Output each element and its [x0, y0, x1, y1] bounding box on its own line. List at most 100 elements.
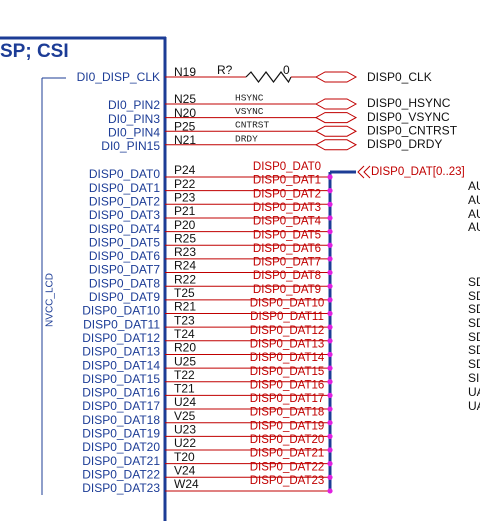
bus-junction	[327, 324, 333, 330]
pin-number: T25	[174, 286, 195, 300]
net-label: DISP0_DAT2	[253, 188, 321, 200]
pin-signal: DISP0_DAT17	[82, 399, 160, 413]
clipped-label: UA	[468, 399, 480, 413]
bus-junction	[327, 215, 333, 221]
off-page-connector	[314, 139, 358, 151]
pin-signal: DISP0_DAT3	[89, 208, 160, 222]
pin-signal: DISP0_DAT13	[82, 345, 160, 359]
pin-signal: DISP0_DAT22	[82, 467, 160, 481]
pin-signal: DISP0_DAT7	[89, 263, 160, 277]
bus-junction	[327, 447, 333, 453]
pin-signal: DI0_PIN15	[101, 139, 160, 153]
pin-number: T23	[174, 313, 195, 327]
net-label: DISP0_DAT1	[253, 175, 321, 187]
bus-junction	[327, 297, 333, 303]
net-label: DISP0_DAT12	[250, 325, 325, 337]
net-label: DISP0_DAT18	[250, 407, 325, 419]
bus-junction	[327, 174, 333, 180]
clipped-label: SI	[468, 371, 479, 385]
pin-signal: DISP0_DAT4	[89, 222, 160, 236]
clipped-label: SD	[468, 289, 480, 303]
pin-signal: DISP0_DAT21	[82, 454, 160, 468]
port-label: DISP0_DRDY	[367, 137, 442, 151]
pin-number: T21	[174, 382, 195, 396]
pin-signal: DISP0_DAT10	[82, 304, 160, 318]
pin-number: R24	[174, 259, 196, 273]
bus-junction	[327, 201, 333, 207]
clipped-label: AU	[468, 220, 480, 234]
bus-junction	[327, 229, 333, 235]
power-label: NVCC_LCD	[45, 273, 56, 327]
pin-signal: DI0_PIN3	[108, 112, 160, 126]
net-label: DISP0_DAT6	[253, 243, 321, 255]
pin-number: P25	[174, 119, 196, 133]
pin-number: W24	[174, 477, 199, 491]
pin-signal: DISP0_DAT11	[83, 317, 160, 331]
net-label: DISP0_DAT8	[253, 270, 321, 282]
clipped-label: UA	[468, 385, 480, 399]
pin-signal: DISP0_DAT15	[82, 372, 160, 386]
pin-signal: DISP0_DAT18	[82, 413, 160, 427]
symbol-title: SP; CSI	[0, 41, 69, 62]
net-label: DISP0_DAT21	[250, 448, 325, 460]
pin-number: P21	[174, 204, 196, 218]
net-label: DISP0_DAT14	[250, 352, 325, 364]
pin-number: T22	[174, 368, 195, 382]
bus-port-connector	[357, 165, 371, 179]
pin-signal: DI0_DISP_CLK	[77, 70, 160, 84]
clipped-label: SD	[468, 330, 480, 344]
pin-number: P24	[174, 163, 196, 177]
pin-signal: DISP0_DAT0	[89, 167, 160, 181]
bus-junction	[327, 242, 333, 248]
pin-number: R23	[174, 245, 196, 259]
net-label: DISP0_DAT15	[250, 366, 325, 378]
bus-junction	[327, 256, 333, 262]
bus-junction	[327, 269, 333, 276]
bus-junction	[327, 338, 333, 344]
bus-junction	[327, 310, 333, 317]
pin-signal: DISP0_DAT1	[89, 181, 160, 195]
pin-number: T24	[174, 327, 195, 341]
resistor-value: 0	[283, 63, 290, 77]
bus-junction	[327, 488, 333, 494]
pin-signal: DISP0_DAT16	[82, 386, 160, 400]
net-label: DISP0_DAT10	[250, 298, 325, 310]
pin-signal: DISP0_DAT14	[82, 358, 160, 372]
clipped-label: SD	[468, 343, 480, 357]
net-label: DRDY	[235, 133, 258, 144]
off-page-connector	[314, 71, 358, 83]
net-label: DISP0_DAT23	[250, 475, 325, 487]
pin-number: V25	[174, 409, 196, 423]
pin-number: R20	[174, 341, 196, 355]
net-label: DISP0_DAT11	[250, 311, 324, 323]
pin-number: T20	[174, 450, 195, 464]
pin-signal: DISP0_DAT6	[89, 249, 160, 263]
net-label: DISP0_DAT16	[250, 379, 325, 391]
resistor	[245, 71, 292, 84]
bus-junction	[327, 433, 333, 439]
net-label: DISP0_DAT0	[253, 161, 321, 173]
clipped-label: SD	[468, 357, 480, 371]
bus-junction	[327, 365, 333, 371]
pin-number: P20	[174, 218, 196, 232]
net-label: DISP0_DAT22	[250, 461, 325, 473]
pin-number: P23	[174, 190, 196, 204]
net-label: DISP0_DAT3	[253, 202, 321, 214]
bus-junction	[327, 392, 333, 398]
net-label: VSYNC	[235, 106, 264, 117]
pin-signal: DI0_PIN2	[108, 98, 160, 112]
pin-signal: DISP0_DAT5	[89, 235, 160, 249]
bus-junction	[327, 283, 333, 289]
bus-junction	[327, 420, 333, 426]
off-page-connector	[314, 98, 358, 110]
port-label: DISP0_HSYNC	[367, 96, 451, 110]
pin-signal: DISP0_DAT12	[82, 331, 160, 345]
pin-number: R22	[174, 272, 196, 286]
pin-number: R21	[174, 300, 196, 314]
bus-junction	[327, 379, 333, 385]
clipped-label: SD	[468, 275, 480, 289]
pin-signal: DISP0_DAT8	[89, 276, 160, 290]
net-label: DISP0_DAT4	[253, 216, 322, 228]
pin-signal: DISP0_DAT20	[82, 440, 160, 454]
